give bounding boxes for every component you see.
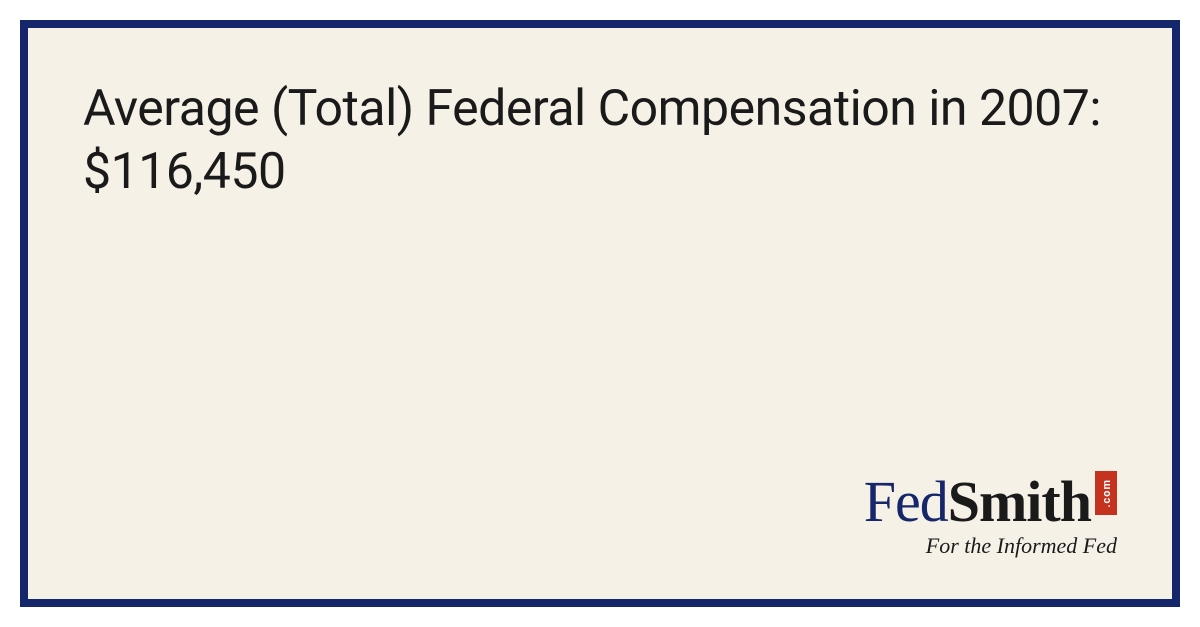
logo-smith-text: Smith — [948, 473, 1091, 531]
card: Average (Total) Federal Compensation in … — [20, 20, 1180, 607]
logo-fed-text: Fed — [864, 473, 948, 531]
headline: Average (Total) Federal Compensation in … — [83, 78, 1117, 203]
logo-wordmark: FedSmith .com — [864, 473, 1117, 531]
outer-container: Average (Total) Federal Compensation in … — [0, 0, 1200, 627]
logo-com-badge: .com — [1095, 471, 1117, 515]
logo-area: FedSmith .com For the Informed Fed — [864, 473, 1117, 559]
logo-com-text: .com — [1101, 479, 1112, 508]
logo-tagline: For the Informed Fed — [926, 533, 1117, 559]
